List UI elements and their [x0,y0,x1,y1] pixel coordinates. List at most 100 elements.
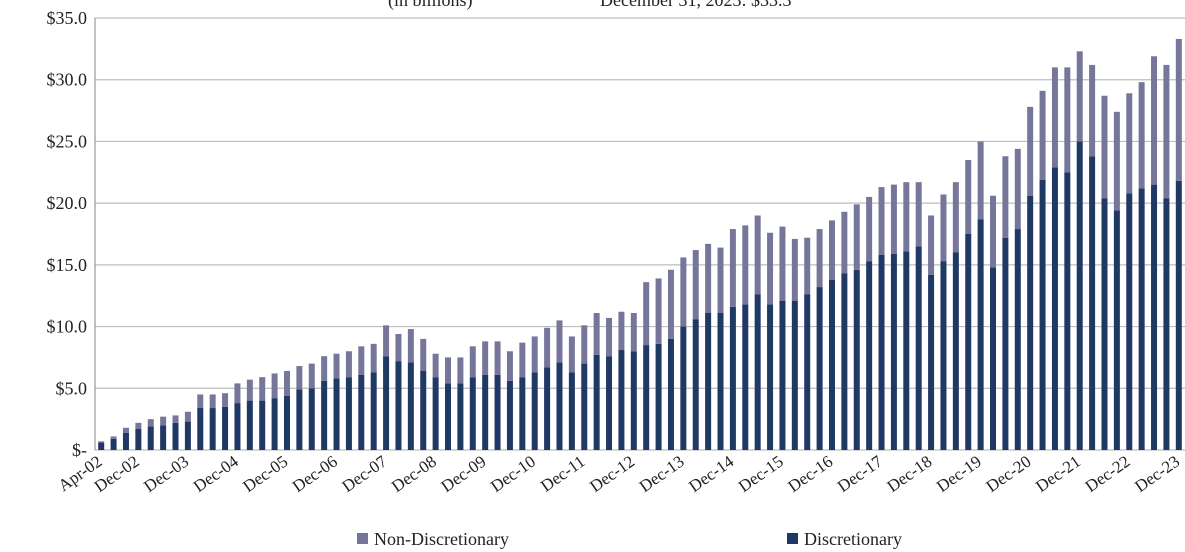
bar-segment [729,229,736,307]
bar-segment [296,389,303,450]
bar-segment [952,252,959,450]
bar-segment [1113,111,1120,211]
bar-segment [940,261,947,450]
bar-segment [1014,229,1021,450]
x-tick-label: Dec-09 [438,452,490,496]
x-tick-label: Dec-17 [834,451,886,496]
bar-segment [234,383,241,404]
bar-segment [581,325,588,364]
bar-segment [655,278,662,344]
bar-segment [878,187,885,255]
bar-segment [791,238,798,301]
x-tick-label: Dec-08 [388,452,440,496]
bar-segment [1076,141,1083,450]
bar-segment [469,377,476,450]
x-tick-label: Dec-13 [636,452,688,496]
bar-segment [122,432,129,450]
bar-segment [618,350,625,450]
bar-segment [1089,156,1096,451]
bar-segment [965,234,972,450]
bar-segment [618,311,625,351]
bar-segment [370,343,377,373]
bar-segment [122,427,129,433]
bar-segment [160,425,167,450]
x-tick-label: Dec-14 [685,451,737,496]
bar-segment [432,377,439,450]
bar-segment [841,211,848,274]
bar-segment [568,372,575,450]
bar-segment [680,257,687,327]
bar-segment [246,400,253,450]
bar-segment [779,226,786,301]
bar-segment [98,442,105,450]
legend-swatch [357,533,368,544]
bar-segment [990,195,997,268]
legend-label: Discretionary [804,529,902,549]
x-tick-label: Dec-07 [338,451,390,496]
x-tick-label: Dec-20 [983,452,1035,496]
bar-segment [271,398,278,450]
bar-segment [1101,95,1108,199]
x-tick-label: Dec-11 [537,452,588,496]
y-tick-label: $5.0 [56,378,88,398]
bar-segment [259,377,266,401]
bar-segment [1163,64,1170,199]
bar-segment [172,415,179,423]
bar-segment [1027,195,1034,450]
bar-segment [345,377,352,450]
bar-segment [1089,64,1096,157]
bar-segment [395,361,402,450]
bar-segment [692,250,699,320]
bar-segment [965,159,972,234]
x-tick-label: Dec-18 [883,452,935,496]
bar-segment [556,320,563,363]
bar-segment [283,371,290,396]
bar-segment [296,366,303,390]
bar-segment [494,341,501,375]
bar-segment [841,273,848,450]
y-tick-label: $25.0 [47,131,88,151]
bar-segment [395,333,402,362]
bar-segment [915,246,922,450]
bar-segment [779,300,786,450]
bar-segment [531,372,538,450]
bar-segment [197,408,204,450]
bar-segment [742,304,749,450]
y-tick-label: $10.0 [47,317,88,337]
bar-segment [147,419,154,427]
bar-segment [383,356,390,450]
x-tick-label: Dec-21 [1032,452,1084,496]
bar-segment [1051,67,1058,168]
bar-segment [135,422,142,430]
bar-segment [544,367,551,450]
x-tick-label: Dec-15 [735,452,787,496]
x-tick-label: Dec-22 [1082,452,1134,496]
bar-segment [1014,148,1021,230]
bar-segment [420,371,427,450]
y-tick-label: $30.0 [47,70,88,90]
bar-segment [581,363,588,450]
bar-segment [1051,167,1058,450]
bar-segment [1064,172,1071,451]
bar-segment [308,388,315,450]
bar-segment [767,232,774,305]
bar-segment [506,380,513,450]
y-tick-label: $20.0 [47,193,88,213]
bar-segment [432,353,439,378]
x-tick-label: Dec-04 [190,451,242,496]
bar-segment [767,304,774,450]
bar-segment [160,416,167,426]
bar-segment [717,247,724,313]
bar-segment [246,379,253,401]
bar-segment [1175,38,1182,181]
bar-segment [209,408,216,450]
bar-segment [853,269,860,450]
bar-segment [1138,82,1145,189]
bar-segment [606,317,613,357]
bar-segment [866,261,873,450]
bar-segment [667,338,674,450]
bar-segment [680,326,687,450]
bar-segment [197,394,204,409]
bar-segment [407,329,414,363]
